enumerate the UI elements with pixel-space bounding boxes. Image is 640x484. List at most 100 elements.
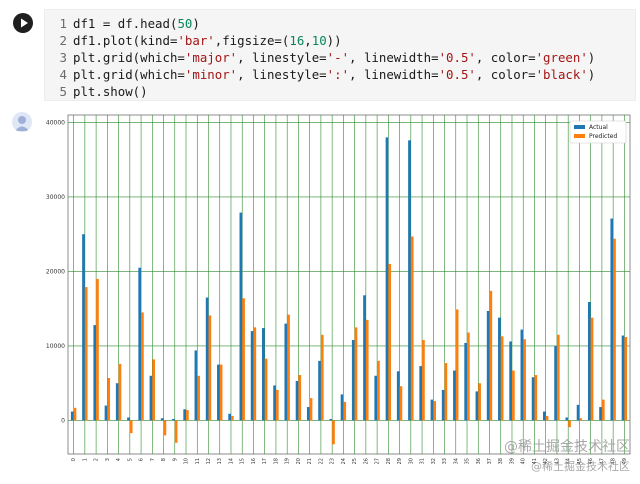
x-tick-label: 26 — [363, 458, 369, 464]
bar-predicted — [320, 334, 324, 421]
x-tick-label: 12 — [206, 458, 212, 464]
bar-actual — [228, 413, 231, 421]
x-tick-label: 15 — [240, 458, 246, 464]
bar-actual — [599, 407, 602, 421]
x-tick-label: 1 — [82, 458, 88, 461]
bar-actual — [565, 417, 569, 421]
bar-predicted — [410, 236, 414, 421]
x-tick-label: 40 — [521, 458, 527, 464]
bar-actual — [419, 366, 423, 421]
code-cell[interactable]: 1 df1 = df.head(50) 2 df1.plot(kind='bar',… — [0, 0, 640, 104]
x-tick-label: 7 — [150, 458, 156, 461]
bar-actual — [520, 329, 524, 421]
bar-predicted — [96, 278, 99, 421]
code-text: plt.show() — [73, 84, 148, 99]
bar-actual — [93, 325, 97, 421]
bar-predicted — [624, 337, 628, 421]
x-tick-label: 16 — [251, 458, 257, 464]
bar-predicted — [163, 420, 167, 436]
code-text: df1 = df.head(50) — [73, 16, 200, 31]
x-tick-label: 23 — [330, 458, 336, 464]
bar-predicted — [455, 309, 459, 421]
x-tick-label: 46 — [588, 458, 594, 464]
bar-predicted — [422, 340, 425, 421]
x-tick-label: 3 — [105, 458, 111, 461]
x-tick-label: 34 — [453, 458, 459, 464]
run-cell-button[interactable] — [13, 13, 33, 33]
x-tick-label: 8 — [161, 458, 167, 461]
bar-actual — [543, 411, 546, 421]
bar-actual — [587, 302, 591, 421]
x-tick-label: 49 — [622, 458, 628, 464]
bar-predicted — [107, 378, 111, 421]
bar-predicted — [365, 319, 369, 421]
bar-actual — [441, 389, 445, 421]
bar-predicted — [590, 317, 594, 421]
bar-actual — [82, 234, 85, 421]
line-number: 1 — [59, 16, 67, 31]
code-editor[interactable]: 1 df1 = df.head(50) 2 df1.plot(kind='bar',… — [44, 9, 636, 101]
bar-actual — [127, 417, 130, 421]
bar-actual — [453, 370, 456, 421]
bar-actual — [351, 340, 355, 421]
bar-actual — [104, 405, 108, 421]
bar-actual — [408, 140, 411, 421]
x-tick-label: 39 — [509, 458, 515, 464]
bar-predicted — [568, 420, 571, 428]
bar-predicted — [275, 389, 279, 421]
bar-actual — [374, 375, 378, 421]
x-tick-label: 5 — [127, 458, 133, 461]
x-tick-label: 20 — [296, 458, 302, 464]
line-number: 3 — [59, 50, 67, 65]
bar-actual — [284, 323, 288, 421]
y-tick-label: 10000 — [46, 343, 65, 350]
x-tick-label: 31 — [420, 458, 426, 464]
x-tick-label: 11 — [195, 458, 201, 464]
bar-actual — [610, 218, 614, 421]
bar-predicted — [556, 334, 560, 421]
bar-actual — [340, 394, 344, 421]
bar-actual — [295, 380, 299, 421]
bar-actual — [498, 317, 501, 421]
bar-actual — [273, 385, 276, 421]
bar-actual — [363, 295, 366, 421]
code-line-2: 2 df1.plot(kind='bar',figsize=(16,10)) — [53, 32, 342, 49]
line-number: 5 — [59, 84, 67, 99]
bar-predicted — [332, 420, 335, 445]
bar-predicted — [601, 399, 605, 421]
code-text: plt.grid(which='major', linestyle='-', l… — [73, 50, 596, 65]
legend-swatch — [574, 125, 585, 129]
bar-predicted — [489, 290, 493, 421]
bar-actual — [70, 411, 74, 421]
bar-actual — [486, 310, 490, 421]
bar-actual — [149, 375, 153, 421]
bar-predicted — [186, 410, 189, 421]
code-line-1: 1 df1 = df.head(50) — [53, 15, 200, 32]
bar-predicted — [399, 386, 403, 421]
bar-actual — [138, 267, 142, 421]
output-avatar-icon — [12, 112, 32, 132]
bar-actual — [475, 391, 479, 421]
x-tick-label: 14 — [228, 458, 234, 464]
bar-predicted — [118, 363, 122, 421]
line-number: 4 — [59, 67, 67, 82]
bar-actual — [621, 335, 625, 421]
code-text: df1.plot(kind='bar',figsize=(16,10)) — [73, 33, 342, 48]
play-icon — [21, 18, 28, 28]
bar-actual — [205, 297, 209, 421]
code-line-5: 5 plt.show() — [53, 83, 148, 100]
x-tick-label: 18 — [273, 458, 279, 464]
x-tick-label: 30 — [408, 458, 414, 464]
bar-predicted — [84, 287, 88, 421]
x-tick-label: 47 — [599, 458, 605, 464]
bar-predicted — [253, 327, 257, 421]
bar-predicted — [129, 420, 133, 434]
y-tick-label: 20000 — [46, 268, 65, 275]
y-tick-label: 0 — [61, 417, 65, 424]
bar-actual — [464, 342, 468, 421]
x-tick-label: 37 — [487, 458, 493, 464]
bar-actual — [430, 399, 434, 421]
x-tick-label: 29 — [397, 458, 403, 464]
bar-actual — [115, 383, 119, 421]
x-tick-label: 2 — [94, 458, 100, 461]
